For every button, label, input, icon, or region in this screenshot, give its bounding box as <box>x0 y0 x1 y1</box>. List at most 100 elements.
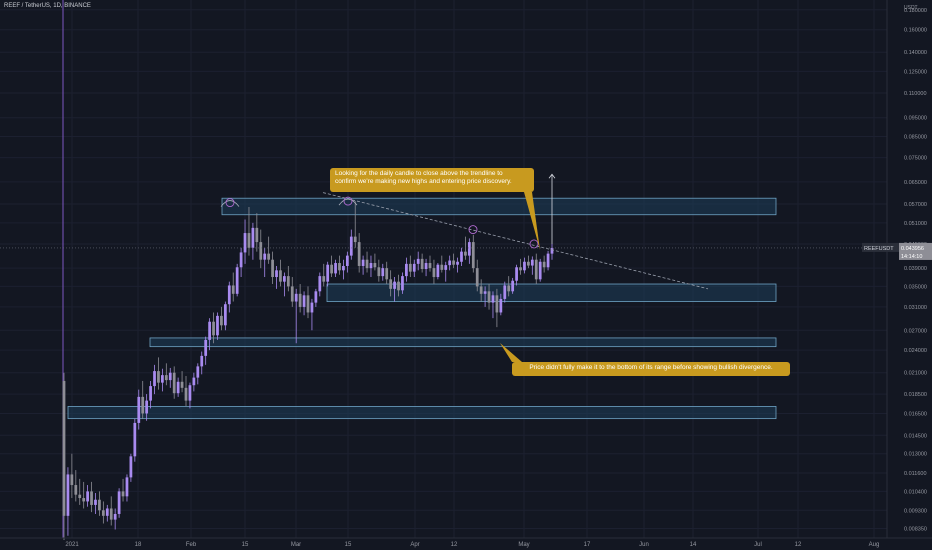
price-tick-label: 0.027000 <box>904 328 927 334</box>
candle-body <box>420 258 424 270</box>
candle-body <box>302 295 306 307</box>
target-arrow-head <box>548 173 556 179</box>
candle-body <box>405 263 408 277</box>
candle-body <box>105 508 109 516</box>
time-axis[interactable]: 2021 18 Feb 15 Mar 15 Apr 12 May 17 Jun 14 Jul 12 Aug <box>0 537 932 548</box>
candle-body <box>113 513 117 520</box>
candle-body <box>499 298 503 313</box>
candle-body <box>353 236 357 243</box>
candle-body <box>503 285 507 299</box>
callout-line-1: Looking for the daily candle to close ab… <box>335 170 503 177</box>
candle-body <box>294 293 298 302</box>
candle-body <box>432 268 436 278</box>
time-tick-label: Jul <box>754 542 762 548</box>
callout-pointer-bottom <box>500 343 522 362</box>
candle-body <box>271 259 274 278</box>
time-tick-label: Feb <box>186 542 197 548</box>
candle-body <box>117 491 121 514</box>
candle-body <box>479 286 483 294</box>
candle-body <box>401 276 404 291</box>
candle-body <box>471 242 475 269</box>
symbol-name[interactable]: REEF / TetherUS <box>4 3 50 9</box>
candle-body <box>184 387 188 401</box>
candle-body <box>436 264 440 278</box>
candle-body <box>511 280 515 292</box>
candle-body <box>464 251 467 256</box>
candle-body <box>542 261 546 268</box>
candle-body <box>523 261 526 271</box>
candle-body <box>239 252 243 268</box>
candle-body <box>377 267 381 277</box>
price-tick-label: 0.160000 <box>904 28 927 34</box>
highlight-circle <box>343 196 353 206</box>
candle-body <box>460 251 463 262</box>
price-tick-label: 0.035000 <box>904 284 927 290</box>
price-tick-label: 0.051000 <box>904 221 927 227</box>
candle-body <box>161 375 164 383</box>
time-tick-label: 15 <box>242 542 249 548</box>
candle-body <box>164 375 168 381</box>
candle-body <box>279 270 282 282</box>
candle-body <box>448 260 452 266</box>
candle-body <box>259 242 263 260</box>
drawings <box>0 173 887 362</box>
price-tick-label: 0.010400 <box>904 489 927 495</box>
candle-body <box>483 291 487 294</box>
currency-label: USDT <box>904 5 918 11</box>
candle-body <box>491 295 495 303</box>
candle-body <box>538 261 542 280</box>
candle-body <box>385 268 389 280</box>
candle-body <box>318 276 322 292</box>
candle-body <box>62 380 66 516</box>
time-tick-label: Mar <box>291 542 301 548</box>
candle-body <box>172 372 176 394</box>
price-tick-label: 0.125000 <box>904 69 927 75</box>
highlight-circle <box>225 198 235 208</box>
time-tick-label: Apr <box>410 542 419 548</box>
time-tick-label: Jun <box>639 542 649 548</box>
candle-body <box>70 474 74 486</box>
candles <box>62 201 554 540</box>
symbol-badge-label: REEFUSDT <box>864 246 894 252</box>
candle-body <box>220 315 223 326</box>
price-axis[interactable]: 0.180000 0.160000 0.140000 0.125000 0.110000… <box>862 0 932 538</box>
candle-body <box>101 510 105 516</box>
candle-body <box>286 276 290 287</box>
candle-body <box>342 265 345 271</box>
candle-body <box>109 508 113 520</box>
candle-body <box>125 477 129 497</box>
candle-body <box>389 279 393 289</box>
interval-label[interactable]: 1D <box>53 3 61 9</box>
time-tick-label: 12 <box>451 542 458 548</box>
candle-body <box>527 261 530 266</box>
candle-body <box>334 263 337 274</box>
price-zone <box>67 406 777 420</box>
candle-body <box>530 259 534 266</box>
price-tick-label: 0.095000 <box>904 116 927 122</box>
candle-body <box>290 286 294 302</box>
time-tick-label: 18 <box>135 542 142 548</box>
candle-body <box>137 396 141 423</box>
candle-body <box>428 263 432 269</box>
candle-body <box>74 485 78 495</box>
candle-body <box>243 233 247 253</box>
countdown-label: 14:14:10 <box>901 254 922 260</box>
price-tick-label: 0.018500 <box>904 392 927 398</box>
candle-body <box>365 259 369 269</box>
candle-body <box>275 270 278 278</box>
candle-body <box>338 263 341 271</box>
candle-body <box>192 377 196 386</box>
price-zone <box>326 283 777 302</box>
candle-body <box>231 285 235 294</box>
candle-body <box>78 494 82 499</box>
candle-body <box>361 259 365 266</box>
candle-body <box>393 281 396 289</box>
candle-body <box>180 381 184 388</box>
candle-body <box>495 295 499 313</box>
candle-body <box>487 291 491 303</box>
candle-body <box>168 372 172 381</box>
price-tick-label: 0.057000 <box>904 202 927 208</box>
price-tick-label: 0.024000 <box>904 348 927 354</box>
